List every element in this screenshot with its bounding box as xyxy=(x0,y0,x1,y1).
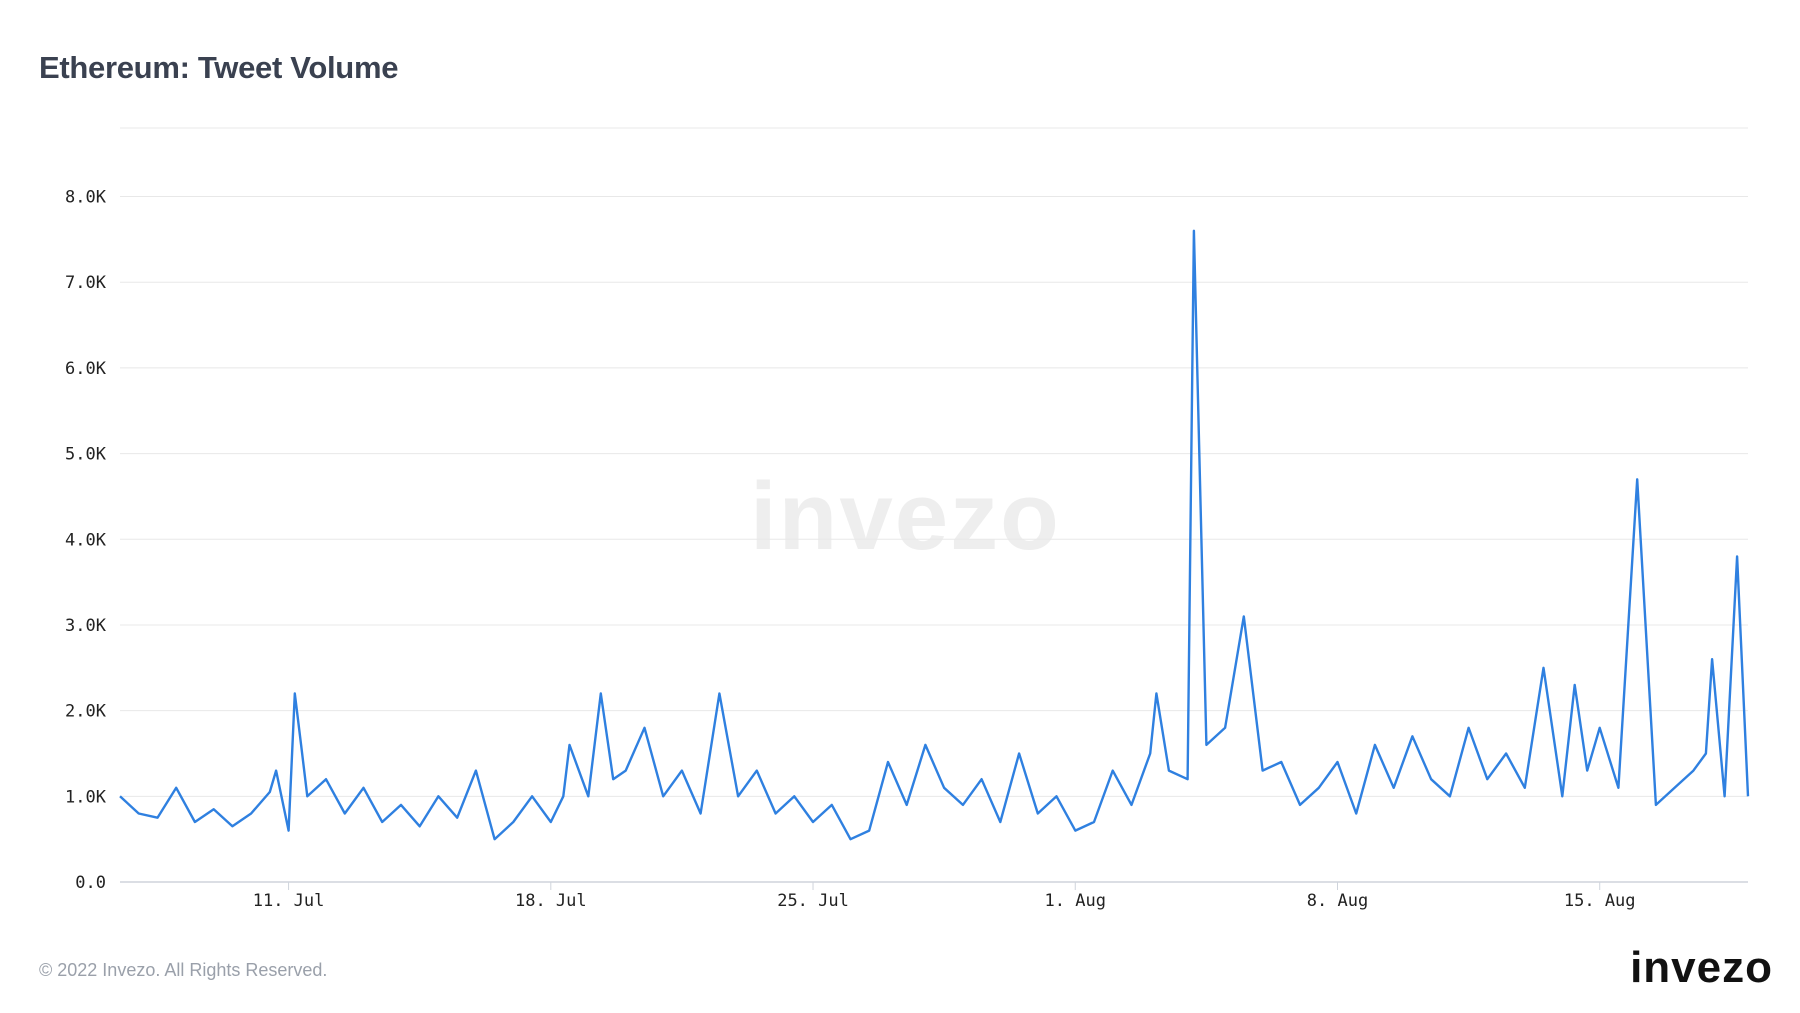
chart-title: Ethereum: Tweet Volume xyxy=(39,50,399,85)
y-tick-label: 1.0K xyxy=(65,787,107,807)
grid-lines xyxy=(120,127,1748,883)
x-axis-ticks: 11. Jul 18. Jul 25. Jul 1. Aug 8. Aug 15. Aug xyxy=(120,881,1748,911)
x-tick-label: 11. Jul xyxy=(253,891,325,911)
x-tick-label: 18. Jul xyxy=(515,891,587,911)
brand-logo[interactable]: invezo xyxy=(1630,943,1773,992)
x-tick-label: 8. Aug xyxy=(1307,891,1368,911)
y-tick-label: 4.0K xyxy=(65,530,107,550)
y-tick-label: 6.0K xyxy=(65,359,107,379)
x-tick-label: 1. Aug xyxy=(1045,891,1106,911)
y-tick-label: 5.0K xyxy=(65,445,107,465)
y-tick-label: 3.0K xyxy=(65,616,107,636)
series-line-tweet-volume xyxy=(119,229,1750,841)
y-tick-label: 0.0 xyxy=(75,873,106,893)
x-tick-label: 25. Jul xyxy=(777,891,849,911)
y-axis-ticks: 0.0 1.0K 2.0K 3.0K 4.0K 5.0K 6.0K 7.0K 8.0K xyxy=(65,188,107,893)
y-tick-label: 2.0K xyxy=(65,702,107,722)
x-tick-label: 15. Aug xyxy=(1564,891,1636,911)
y-tick-label: 8.0K xyxy=(65,188,107,208)
copyright-footer: © 2022 Invezo. All Rights Reserved. xyxy=(39,960,328,980)
watermark-logo: invezo xyxy=(750,463,1061,570)
y-tick-label: 7.0K xyxy=(65,273,107,293)
